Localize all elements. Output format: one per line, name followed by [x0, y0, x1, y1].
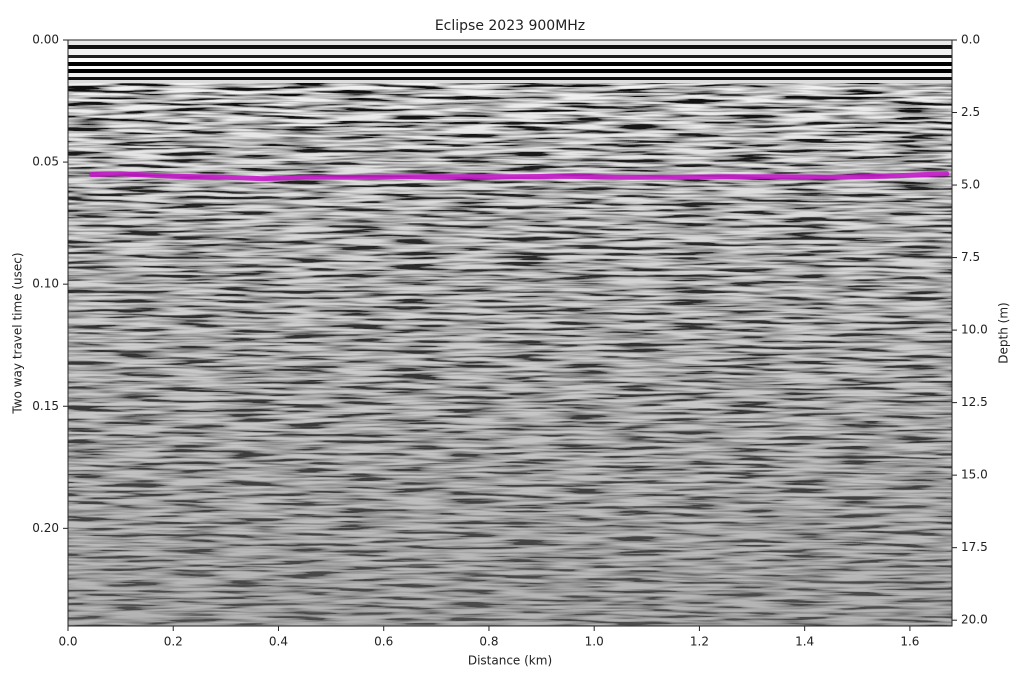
x-tick-label: 0.4	[269, 635, 288, 649]
x-tick-label: 0.6	[374, 635, 393, 649]
y-axis-label: Two way travel time (usec)	[11, 252, 25, 414]
x-tick-label: 0.2	[164, 635, 183, 649]
y-tick-label: 0.15	[32, 399, 59, 413]
x-tick-label: 1.0	[585, 635, 604, 649]
radargram	[68, 40, 952, 626]
x-axis-label: Distance (km)	[468, 654, 552, 668]
chart-title: Eclipse 2023 900MHz	[435, 18, 585, 34]
x-tick-label: 0.8	[479, 635, 498, 649]
y-tick-label: 0.20	[32, 521, 59, 535]
y-tick-label: 0.05	[32, 155, 59, 169]
y2-tick-label: 5.0	[961, 178, 980, 192]
y2-tick-label: 2.5	[961, 105, 980, 119]
y2-tick-label: 12.5	[961, 395, 988, 409]
horizon-line	[89, 171, 950, 182]
y-tick-label: 0.10	[32, 277, 59, 291]
y2-axis-label: Depth (m)	[997, 302, 1011, 363]
y2-tick-label: 17.5	[961, 540, 988, 554]
y2-tick-label: 10.0	[961, 323, 988, 337]
y2-tick-label: 20.0	[961, 613, 988, 627]
y-tick-label: 0.00	[32, 33, 59, 47]
x-tick-label: 1.2	[690, 635, 709, 649]
x-tick-label: 1.6	[900, 635, 919, 649]
x-tick-label: 0.0	[58, 635, 77, 649]
y2-tick-label: 0.0	[961, 33, 980, 47]
y2-tick-label: 7.5	[961, 250, 980, 264]
y2-tick-label: 15.0	[961, 468, 988, 482]
x-tick-label: 1.4	[795, 635, 814, 649]
plot-frame	[67, 39, 953, 627]
